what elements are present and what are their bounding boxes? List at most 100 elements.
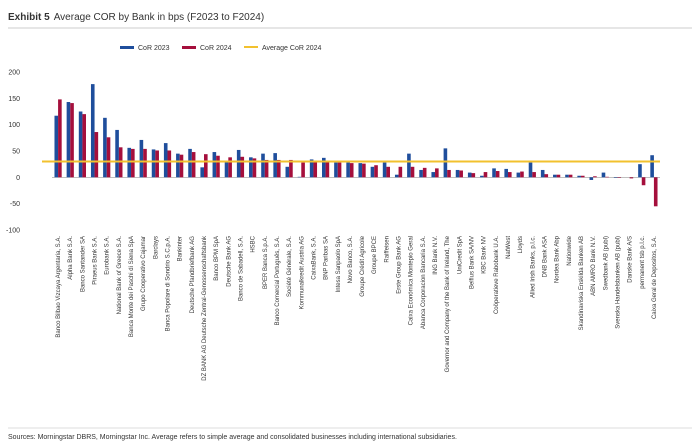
bar <box>94 132 99 178</box>
x-tick-label: Nordea Bank Abp <box>555 235 561 283</box>
bar <box>629 177 634 179</box>
bar <box>650 155 654 178</box>
bar <box>176 153 180 178</box>
x-tick-label: Erste Group Bank AG <box>397 236 403 294</box>
bar <box>467 172 472 178</box>
bar <box>200 167 204 178</box>
bar <box>151 149 156 178</box>
x-tick-label: Banco de Sabadell, S.A. <box>238 236 244 301</box>
bar <box>565 174 569 178</box>
x-tick-label: Banca Monte dei Paschi di Siena SpA <box>129 236 135 337</box>
bar <box>252 158 257 178</box>
title-line: Exhibit 5 Average COR by Bank in bps (F20… <box>8 12 264 23</box>
bar <box>103 117 107 178</box>
bar <box>276 159 281 178</box>
bar <box>544 174 549 178</box>
legend-swatch <box>244 46 258 48</box>
x-tick-label: KBC Bank NV <box>482 236 488 274</box>
x-tick-label: Groupe BPCE <box>372 236 378 274</box>
bar <box>568 174 573 178</box>
bar <box>394 174 399 178</box>
x-tick-label: Deutsche Pfandbriefbank AG <box>190 236 196 314</box>
bar <box>435 168 439 178</box>
y-tick-label: -50 <box>10 201 20 208</box>
x-tick-label: Governor and Company of the Bank of Irel… <box>445 235 451 372</box>
bar <box>334 162 338 178</box>
x-tick-label: Banco BPM SpA <box>214 236 220 281</box>
x-tick-label: BPER Banca S.p.A. <box>263 236 269 289</box>
bar <box>82 114 86 178</box>
x-tick-label: ABN AMRO Bank N.V. <box>591 236 597 296</box>
x-tick-label: BNP Paribas SA <box>324 236 330 280</box>
bar <box>143 148 147 178</box>
y-tick-label: -100 <box>6 228 20 235</box>
bar <box>398 166 403 178</box>
bar <box>593 176 597 178</box>
x-tick-label: Raiffeisen <box>384 236 390 263</box>
legend-label: Average CoR 2024 <box>262 45 322 52</box>
bar <box>70 103 74 178</box>
bar <box>78 111 83 178</box>
bar <box>261 153 265 178</box>
x-tick-label: Piraeus Bank S.A. <box>93 236 99 285</box>
bar <box>66 102 71 178</box>
source-note: Sources: Morningstar DBRS, Morningstar I… <box>8 434 457 441</box>
bar <box>410 166 415 178</box>
x-tick-label: ING Bank N.V. <box>433 236 439 275</box>
bar <box>240 156 245 178</box>
chart-title: Average COR by Bank in bps (F2023 to F20… <box>54 12 264 23</box>
bar <box>540 169 545 178</box>
bar <box>386 166 390 178</box>
x-tick-label: UniCredit SpA <box>457 236 463 274</box>
x-tick-label: Eurobank S.A. <box>105 236 111 275</box>
x-tick-label: Belfius Bank SA/NV <box>470 236 476 289</box>
exhibit-label: Exhibit 5 <box>8 12 50 23</box>
x-tick-label: Lloyds <box>518 236 524 253</box>
y-tick-label: 150 <box>8 96 20 103</box>
bar <box>249 157 253 178</box>
bar <box>188 148 192 178</box>
x-tick-label: National Bank of Greece S.A. <box>117 236 123 315</box>
bar <box>127 147 132 178</box>
x-tick-label: Deutsche Bank AG <box>226 236 232 287</box>
bar <box>289 159 293 178</box>
bar <box>54 115 59 178</box>
bar <box>589 177 594 180</box>
x-tick-label: Groupe Crédit Agricole <box>360 235 366 296</box>
bar <box>382 162 387 178</box>
x-tick-label: Banco Santander SA <box>80 236 86 292</box>
bar <box>337 162 342 178</box>
bar <box>346 162 350 178</box>
bar <box>556 174 561 178</box>
bar <box>301 162 305 178</box>
bar <box>228 157 232 178</box>
bar <box>191 152 196 178</box>
bar <box>471 173 476 178</box>
bar <box>212 152 217 178</box>
bar <box>224 161 229 178</box>
bar <box>459 170 463 178</box>
x-tick-label: Alpha Bank S.A. <box>68 236 74 280</box>
bar <box>638 164 642 178</box>
bar <box>553 174 557 178</box>
bar <box>297 176 302 178</box>
x-tick-label: Caixa Económica Montepio Geral <box>409 236 415 325</box>
legend-label: CoR 2024 <box>200 45 232 52</box>
bar <box>605 176 609 178</box>
x-tick-label: Banco Bilbao Vizcaya Argentaria, S.A. <box>56 236 62 338</box>
bar <box>455 169 460 178</box>
x-tick-label: Intesa Sanpaolo SpA <box>336 236 342 292</box>
bar <box>309 159 314 178</box>
bar <box>419 169 423 178</box>
bar <box>58 99 62 178</box>
y-tick-label: 50 <box>12 149 20 156</box>
x-tick-label: CaixaBank, S.A. <box>311 236 317 280</box>
bar <box>508 172 512 178</box>
bar <box>325 161 330 178</box>
bar <box>167 150 172 178</box>
bar <box>532 172 536 178</box>
x-tick-label: Société Générale, S.A. <box>287 236 293 297</box>
x-tick-label: NatWest <box>506 236 512 259</box>
bar <box>358 163 363 178</box>
